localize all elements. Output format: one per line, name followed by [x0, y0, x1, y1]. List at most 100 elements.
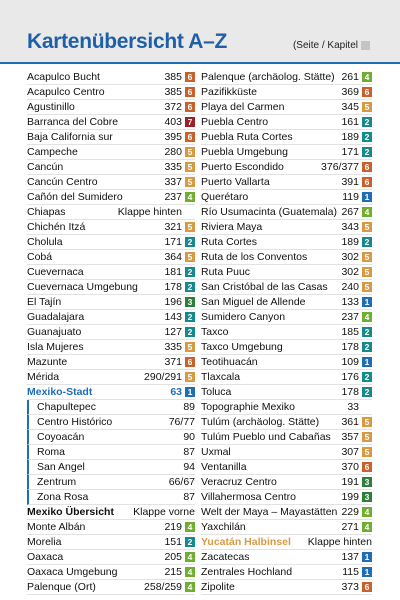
column: Palenque (archäolog. Stätte) 2 6 1 4 Pazifikk…: [201, 70, 372, 595]
index-row: Pazifikküste 369 6: [201, 85, 372, 100]
chapter-badge: 1: [362, 357, 372, 367]
page-ref: 171: [164, 236, 182, 248]
page-ref: 196: [164, 296, 182, 308]
chapter-badge: 5: [362, 447, 372, 457]
place-name: Yucatán Halbinsel: [201, 536, 291, 548]
chapter-badge: 3: [362, 477, 372, 487]
page-ref: 364: [164, 251, 182, 263]
place-name: Chichén Itzá: [27, 221, 86, 233]
page-ref: 343: [341, 221, 359, 233]
chapter-badge: 6: [185, 87, 195, 97]
place-name: Zentrales Hochland: [201, 566, 293, 578]
page-ref: 237: [341, 311, 359, 323]
index-row: Centro Histórico 76/77: [27, 415, 195, 430]
place-name: El Tajín: [27, 296, 62, 308]
place-name: Agustinillo: [27, 101, 75, 113]
chapter-badge: 4: [185, 567, 195, 577]
page-ref: 199: [341, 491, 359, 503]
chapter-badge: 6: [362, 462, 372, 472]
chapter-badge: 5: [185, 222, 195, 232]
chapter-badge: 5: [362, 267, 372, 277]
place-name: Querétaro: [201, 191, 249, 203]
index-row: Chichén Itzá 321 5: [27, 220, 195, 235]
index-row: Cuevernaca Umgebung 178 2: [27, 280, 195, 295]
chapter-badge: 5: [362, 417, 372, 427]
page-ref: 403: [164, 116, 182, 128]
place-name: Puebla Centro: [201, 116, 269, 128]
index-row: Barranca del Cobre 403 7: [27, 115, 195, 130]
place-name: Cholula: [27, 236, 63, 248]
chapter-badge: 5: [185, 147, 195, 157]
index-row: Zentrum 66/67: [27, 475, 195, 490]
place-name: Tulúm Pueblo und Cabañas: [201, 431, 331, 443]
chapter-badge: 5: [185, 177, 195, 187]
index-row: Uxmal 307 5: [201, 445, 372, 460]
page-ref: 357: [341, 431, 359, 443]
place-name: Coyoacán: [37, 431, 85, 443]
place-name: Taxco: [201, 326, 229, 338]
place-name: Ruta Puuc: [201, 266, 251, 278]
chapter-badge: 2: [185, 312, 195, 322]
chapter-badge: 6: [362, 582, 372, 592]
place-name: Cancún Centro: [27, 176, 98, 188]
chapter-badge: 5: [362, 282, 372, 292]
page-ref: 376/377: [321, 161, 359, 173]
place-name: Toluca: [201, 386, 232, 398]
chapter-badge: 5: [185, 342, 195, 352]
index-row: Villahermosa Centro 199 3: [201, 490, 372, 505]
place-name: Cañón del Sumidero: [27, 191, 123, 203]
index-row: Puebla Centro 161 2: [201, 115, 372, 130]
place-name: Zona Rosa: [37, 491, 89, 503]
place-name: San Angel: [37, 461, 85, 473]
index-row: Toluca 178 2: [201, 385, 372, 400]
column: Acapulco Bucht 385 6 Acapulco Centro 385 6 Agu…: [27, 70, 195, 595]
index-row: Chiapas Klappe hinten: [27, 205, 195, 220]
page-ref: 385: [164, 71, 182, 83]
place-name: Palenque (archäolog. Stätte): [201, 71, 335, 83]
chapter-badge: 2: [185, 267, 195, 277]
chapter-badge: 5: [362, 222, 372, 232]
page-ref: 369: [341, 86, 359, 98]
page-ref: 189: [341, 131, 359, 143]
chapter-badge: 1: [185, 387, 195, 397]
index-row: Campeche 280 5: [27, 145, 195, 160]
place-name: Río Usumacinta (Guatemala): [201, 206, 337, 218]
chapter-badge: 1: [362, 552, 372, 562]
page-ref: 307: [341, 446, 359, 458]
page-ref: 137: [341, 551, 359, 563]
header: Kartenübersicht A–Z (Seite / Kapitel: [0, 0, 400, 64]
page-ref: 90: [183, 431, 195, 443]
place-name: Welt der Maya – Mayastätten: [201, 506, 338, 518]
index-row: Welt der Maya – Mayastätten 229 4: [201, 505, 372, 520]
place-name: Acapulco Bucht: [27, 71, 100, 83]
index-row: El Tajín 196 3: [27, 295, 195, 310]
index-row: Zacatecas 137 1: [201, 550, 372, 565]
page-ref: 321: [164, 221, 182, 233]
page-ref: 191: [341, 476, 359, 488]
place-name: Riviera Maya: [201, 221, 263, 233]
page-ref: 176: [341, 371, 359, 383]
place-name: Playa del Carmen: [201, 101, 285, 113]
place-name: Zentrum: [37, 476, 77, 488]
chapter-badge: 4: [362, 522, 372, 532]
chapter-badge: 1: [362, 297, 372, 307]
place-name: Mérida: [27, 371, 60, 383]
page-ref: 229: [341, 506, 359, 518]
chapter-badge: 4: [362, 207, 372, 217]
chapter-badge: 5: [362, 252, 372, 262]
page-ref: 178: [341, 386, 359, 398]
chapter-badge: 2: [185, 237, 195, 247]
index-row: Cuevernaca 181 2: [27, 265, 195, 280]
place-name: Oaxaca Umgebung: [27, 566, 118, 578]
place-name: Mexiko-Stadt: [27, 386, 93, 398]
place-name: Oaxaca: [27, 551, 64, 563]
chapter-badge: 2: [362, 342, 372, 352]
page-ref: 151: [164, 536, 182, 548]
place-name: Tlaxcala: [201, 371, 241, 383]
page-ref: 143: [164, 311, 182, 323]
page-ref: 115: [342, 566, 359, 578]
index-row: Baja California sur 395 6: [27, 130, 195, 145]
chapter-badge: 1: [362, 192, 372, 202]
page-ref: 370: [341, 461, 359, 473]
place-name: Sumidero Canyon: [201, 311, 286, 323]
